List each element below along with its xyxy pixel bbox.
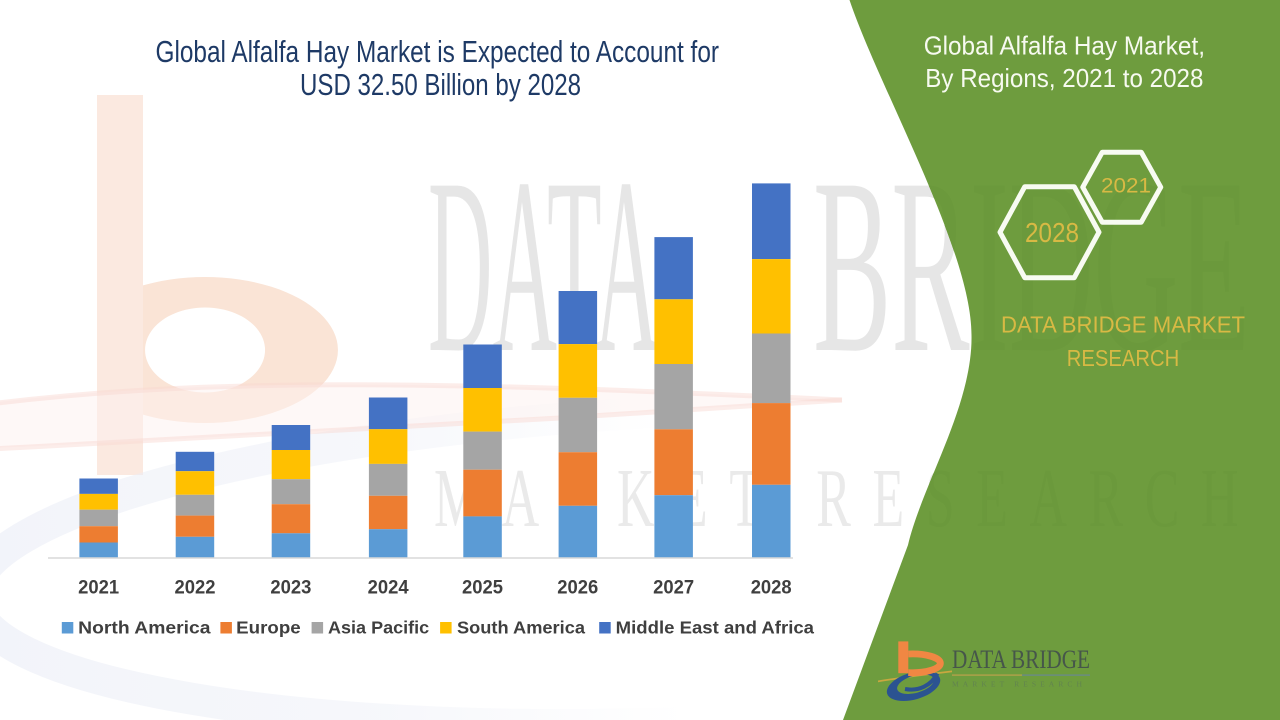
svg-text:DATA BRIDGE MARKET: DATA BRIDGE MARKET xyxy=(1001,312,1245,338)
svg-text:2021: 2021 xyxy=(1101,174,1151,198)
svg-text:2026: 2026 xyxy=(557,577,598,599)
svg-text:Asia Pacific: Asia Pacific xyxy=(328,618,429,638)
svg-text:2023: 2023 xyxy=(270,577,311,599)
svg-text:Global Alfalfa Hay Market,: Global Alfalfa Hay Market, xyxy=(924,31,1205,61)
svg-text:2022: 2022 xyxy=(175,577,216,599)
svg-text:South America: South America xyxy=(457,618,585,638)
svg-text:RESEARCH: RESEARCH xyxy=(1067,345,1180,371)
svg-text:Middle East and Africa: Middle East and Africa xyxy=(616,618,815,638)
svg-text:Europe: Europe xyxy=(236,618,301,638)
svg-text:DATA BRIDGE: DATA BRIDGE xyxy=(952,645,1090,674)
svg-text:By Regions, 2021 to 2028: By Regions, 2021 to 2028 xyxy=(925,63,1203,93)
svg-text:MARKET RESEARCH: MARKET RESEARCH xyxy=(952,680,1085,689)
svg-text:North America: North America xyxy=(78,618,211,638)
svg-text:2024: 2024 xyxy=(368,577,409,599)
svg-text:2021: 2021 xyxy=(78,577,119,599)
svg-text:2025: 2025 xyxy=(462,577,503,599)
svg-text:2028: 2028 xyxy=(1025,217,1079,248)
svg-text:2027: 2027 xyxy=(653,577,694,599)
svg-text:2028: 2028 xyxy=(751,577,792,599)
svg-text:DATA: DATA xyxy=(428,127,659,405)
svg-text:USD 32.50 Billion by 2028: USD 32.50 Billion by 2028 xyxy=(300,67,581,102)
svg-text:Global Alfalfa Hay Market is E: Global Alfalfa Hay Market is Expected to… xyxy=(156,34,720,69)
